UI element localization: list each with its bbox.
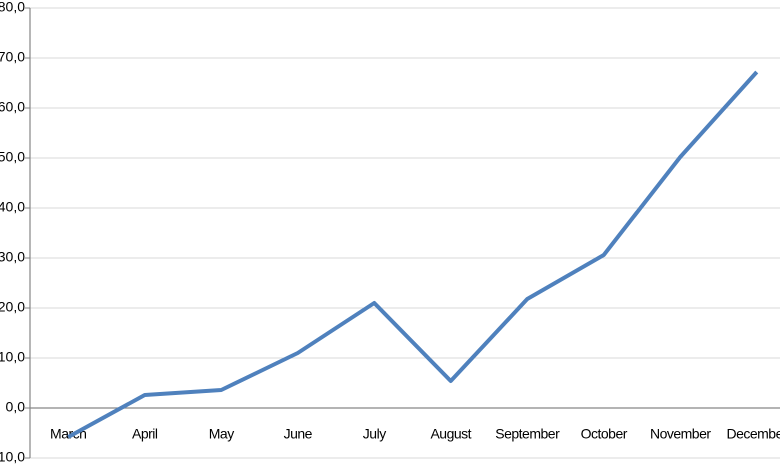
x-tick-label: April (132, 426, 158, 442)
y-tick-label: 10,0 (0, 349, 25, 365)
y-tick-label: 30,0 (0, 249, 25, 265)
y-tick-label: 70,0 (0, 49, 25, 65)
x-tick-label: August (430, 426, 471, 442)
line-series (67, 70, 759, 439)
y-tick-label: -10,0 (0, 449, 25, 465)
x-tick-label: September (495, 426, 560, 442)
x-tick-label: October (581, 426, 628, 442)
x-tick-label: May (209, 426, 234, 442)
y-tick-label: 0,0 (6, 399, 26, 415)
x-tick-label: July (363, 426, 386, 442)
y-tick-label: 50,0 (0, 149, 25, 165)
x-tick-label: June (284, 426, 313, 442)
y-tick-label: 60,0 (0, 99, 25, 115)
x-tick-label: December (726, 426, 780, 442)
y-tick-label: 80,0 (0, 0, 25, 15)
y-tick-label: 40,0 (0, 199, 25, 215)
x-tick-label: November (650, 426, 711, 442)
y-tick-label: 20,0 (0, 299, 25, 315)
